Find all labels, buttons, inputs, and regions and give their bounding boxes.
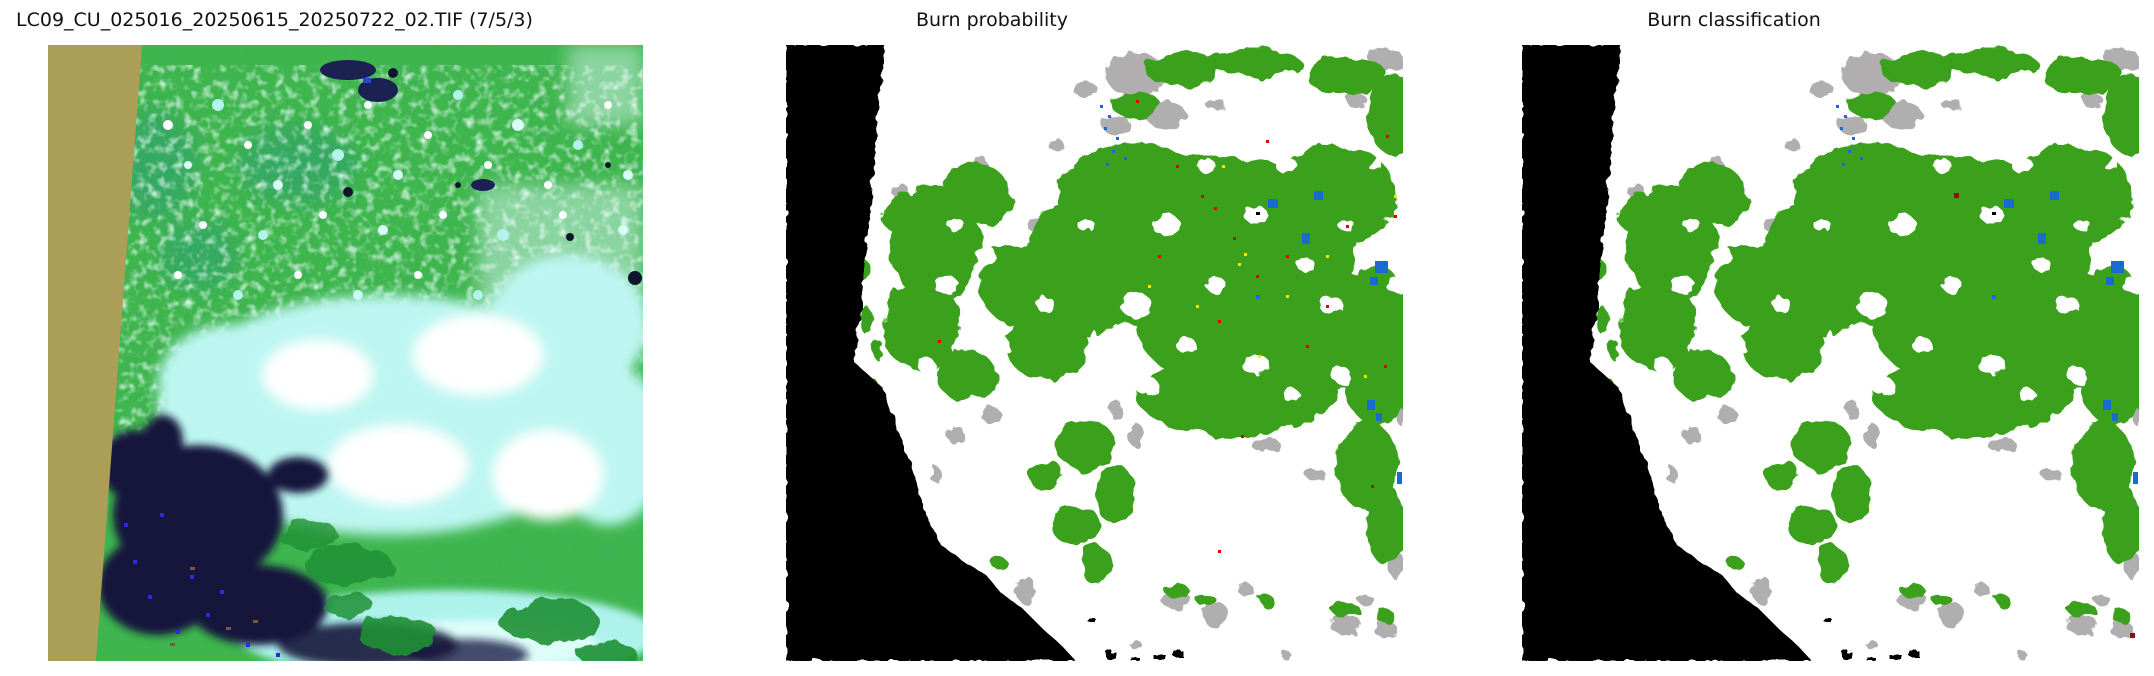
dark-lakes xyxy=(343,68,642,285)
burn-classification-map xyxy=(1522,45,2139,661)
scene-edge-nodata xyxy=(48,45,142,661)
moderate-probability-yellow-dots xyxy=(1148,165,1397,378)
bright-blue-specks xyxy=(124,513,280,657)
navy-cluster-topright xyxy=(320,60,495,191)
high-probability-red-dots xyxy=(938,100,1397,553)
left-panel-title: LC09_CU_025016_20250615_20250722_02.TIF … xyxy=(16,9,533,31)
classified-burn-darkred-dots xyxy=(1954,193,2135,638)
bottom-green-patches xyxy=(278,520,638,661)
brown-specks xyxy=(170,567,258,646)
dark-shadow-region xyxy=(98,415,528,661)
right-panel-title: Burn classification xyxy=(1647,9,1821,31)
burn-probability-map xyxy=(786,45,1403,661)
middle-panel-title: Burn probability xyxy=(915,9,1068,31)
satellite-image-753 xyxy=(48,45,643,661)
